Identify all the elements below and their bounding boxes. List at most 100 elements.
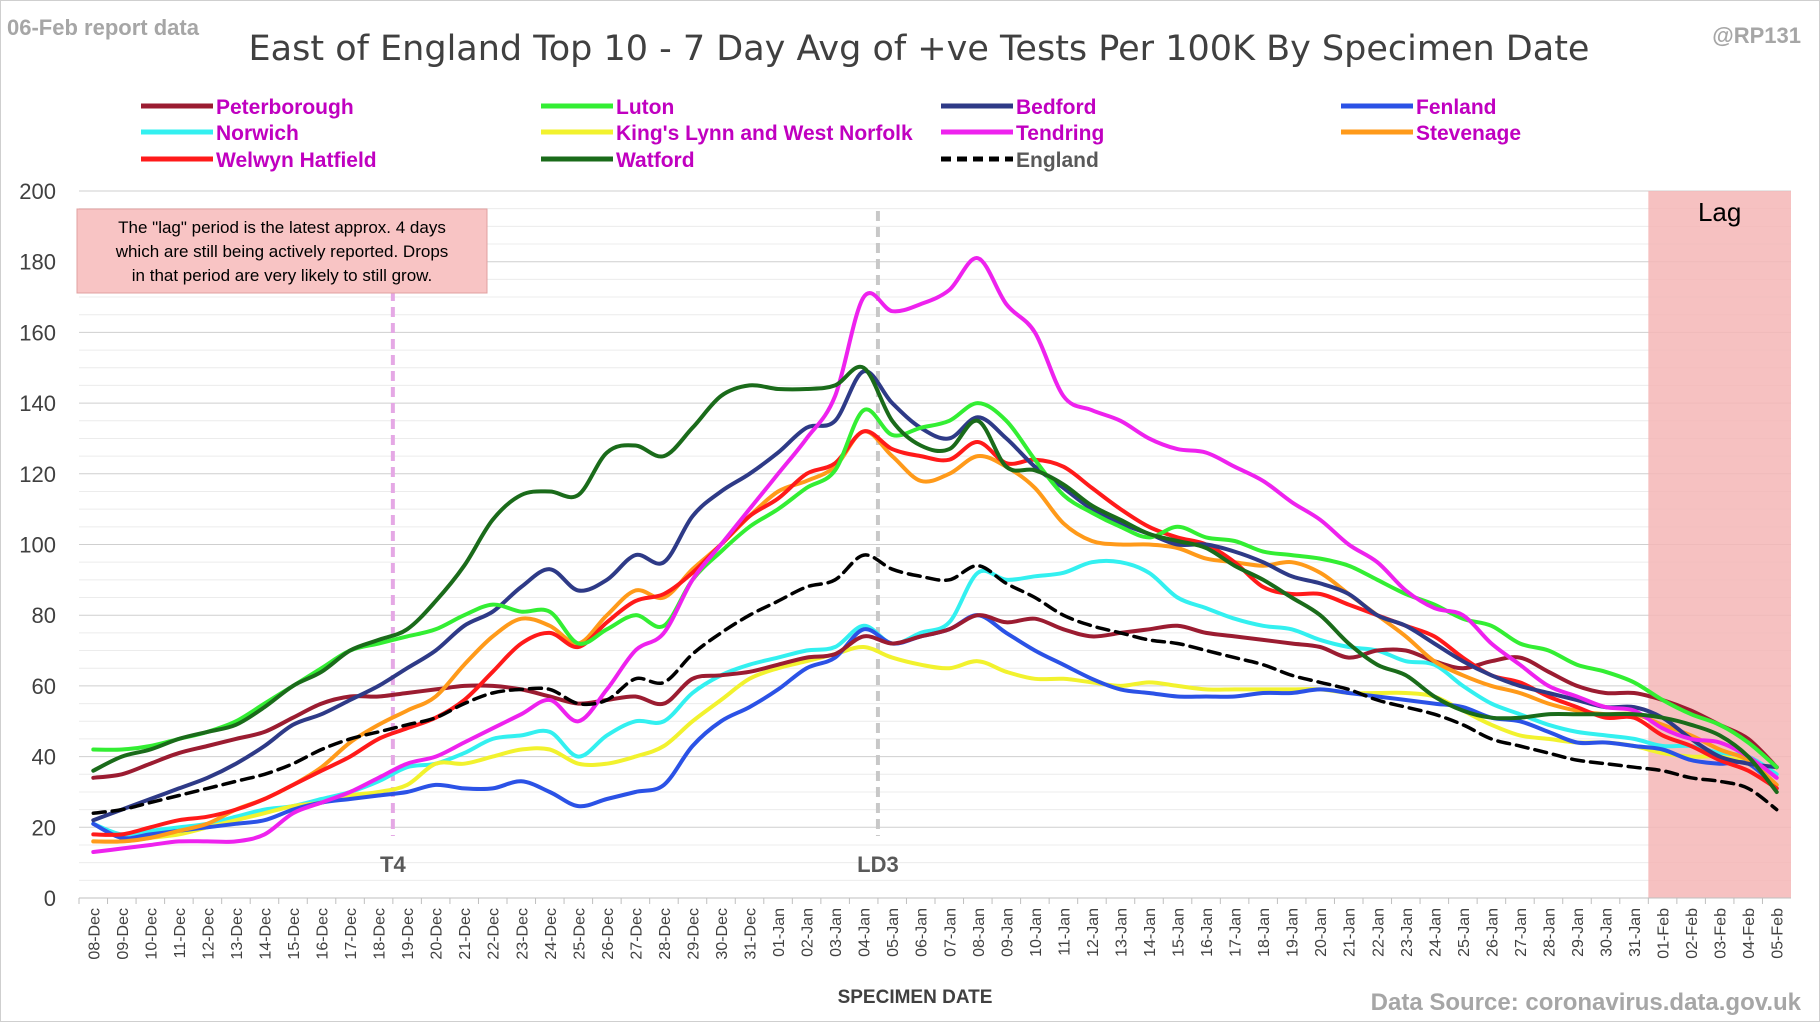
y-tick-label: 160 <box>19 320 56 345</box>
x-tick-label: 30-Jan <box>1599 908 1616 957</box>
x-tick-label: 24-Jan <box>1427 908 1444 957</box>
x-tick-label: 16-Dec <box>315 908 332 960</box>
series-line-peterborough <box>91 613 1779 780</box>
legend-item-tendring: Tendring <box>941 122 1104 145</box>
legend-item-watford: Watford <box>541 149 695 172</box>
series-line-stevenage <box>91 429 1779 844</box>
x-tick-label: 27-Jan <box>1513 908 1530 957</box>
ld3-marker-label: LD3 <box>857 852 899 877</box>
data-source: Data Source: coronavirus.data.gov.uk <box>1371 989 1802 1016</box>
event-markers: T4 LD3 <box>380 211 899 877</box>
legend-label: Fenland <box>1416 96 1497 119</box>
legend-label: Norwich <box>216 122 299 145</box>
lag-note: The "lag" period is the latest approx. 4… <box>76 208 488 294</box>
legend: Peterborough Luton Bedford Fenland Norwich Ki… <box>141 96 1521 172</box>
legend-label: Welwyn Hatfield <box>216 149 377 172</box>
legend-label: Stevenage <box>1416 122 1521 145</box>
chart-title: East of England Top 10 - 7 Day Avg of +v… <box>249 29 1590 69</box>
x-tick-label: 01-Feb <box>1656 908 1673 959</box>
x-tick-label: 04-Feb <box>1741 908 1758 959</box>
legend-item-england: England <box>941 149 1099 172</box>
x-tick-label: 09-Jan <box>999 908 1016 957</box>
x-tick-label: 10-Jan <box>1028 908 1045 957</box>
x-tick-label: 15-Dec <box>286 908 303 960</box>
legend-item-norwich: Norwich <box>141 122 299 145</box>
author-handle: @RP131 <box>1712 23 1801 48</box>
legend-item-fenland: Fenland <box>1341 96 1497 119</box>
legend-label: Peterborough <box>216 96 354 119</box>
series-line-bedford <box>91 369 1779 823</box>
x-tick-label: 27-Dec <box>628 908 645 960</box>
x-tick-label: 26-Jan <box>1484 908 1501 957</box>
x-axis-title: SPECIMEN DATE <box>838 987 993 1008</box>
legend-item-peterborough: Peterborough <box>141 96 354 119</box>
x-axis: 08-Dec 09-Dec 10-Dec 11-Dec 12-Dec 13-Dec 14-D… <box>78 898 1787 960</box>
plot-area <box>91 256 1779 854</box>
x-tick-label: 17-Jan <box>1228 908 1245 957</box>
legend-label: Tendring <box>1016 122 1104 145</box>
x-tick-label: 22-Dec <box>486 908 503 960</box>
lag-label: Lag <box>1698 197 1741 227</box>
x-tick-label: 08-Dec <box>86 908 103 960</box>
x-tick-label: 29-Dec <box>685 908 702 960</box>
legend-item-bedford: Bedford <box>941 96 1097 119</box>
lag-note-line-3: in that period are very likely to still … <box>132 266 432 285</box>
x-tick-label: 11-Jan <box>1056 908 1073 956</box>
x-tick-label: 03-Jan <box>828 908 845 957</box>
x-tick-label: 06-Jan <box>914 908 931 957</box>
x-tick-label: 16-Jan <box>1199 908 1216 957</box>
lag-note-line-2: which are still being actively reported.… <box>115 242 449 261</box>
x-tick-label: 12-Jan <box>1085 908 1102 957</box>
x-tick-label: 02-Jan <box>800 908 817 957</box>
x-tick-label: 08-Jan <box>971 908 988 957</box>
series-line-tendring <box>91 256 1779 854</box>
series-line-watford <box>91 364 1779 794</box>
x-tick-label: 18-Jan <box>1256 908 1273 957</box>
x-tick-label: 07-Jan <box>942 908 959 957</box>
y-tick-label: 120 <box>19 462 56 487</box>
series-line-luton <box>91 401 1779 770</box>
x-tick-label: 18-Dec <box>372 908 389 960</box>
x-tick-label: 28-Dec <box>657 908 674 960</box>
y-tick-label: 0 <box>44 886 56 911</box>
x-tick-label: 29-Jan <box>1570 908 1587 957</box>
y-tick-label: 180 <box>19 250 56 275</box>
x-tick-label: 20-Dec <box>429 908 446 960</box>
x-tick-label: 13-Dec <box>229 908 246 960</box>
y-tick-label: 200 <box>19 179 56 204</box>
x-tick-label: 19-Dec <box>400 908 417 960</box>
x-tick-label: 22-Jan <box>1370 908 1387 957</box>
lag-note-box <box>76 208 488 294</box>
y-tick-label: 40 <box>32 745 56 770</box>
lag-shading <box>1648 191 1791 898</box>
y-tick-label: 140 <box>19 391 56 416</box>
legend-label: Luton <box>616 96 674 119</box>
x-tick-label: 15-Jan <box>1171 908 1188 957</box>
x-tick-label: 01-Jan <box>771 908 788 957</box>
x-tick-label: 04-Jan <box>857 908 874 957</box>
legend-item-stevenage: Stevenage <box>1341 122 1521 145</box>
x-tick-label: 10-Dec <box>143 908 160 960</box>
y-tick-label: 60 <box>32 674 56 699</box>
x-tick-label: 05-Jan <box>885 908 902 957</box>
x-tick-label: 13-Jan <box>1113 908 1130 957</box>
legend-label: Bedford <box>1016 96 1097 119</box>
y-tick-label: 80 <box>32 603 56 628</box>
y-tick-label: 100 <box>19 533 56 558</box>
legend-label: England <box>1016 149 1099 172</box>
x-tick-label: 28-Jan <box>1541 908 1558 957</box>
x-tick-label: 19-Jan <box>1285 908 1302 957</box>
x-tick-label: 21-Jan <box>1342 908 1359 957</box>
x-tick-label: 14-Dec <box>257 908 274 960</box>
t4-marker-label: T4 <box>380 852 406 877</box>
x-tick-label: 12-Dec <box>200 908 217 960</box>
series-line-fenland <box>91 613 1779 841</box>
x-tick-label: 23-Jan <box>1399 908 1416 957</box>
x-tick-label: 31-Dec <box>743 908 760 960</box>
x-tick-label: 03-Feb <box>1713 908 1730 959</box>
legend-item-luton: Luton <box>541 96 674 119</box>
x-tick-label: 23-Dec <box>514 908 531 960</box>
lag-region: Lag <box>1648 191 1791 898</box>
